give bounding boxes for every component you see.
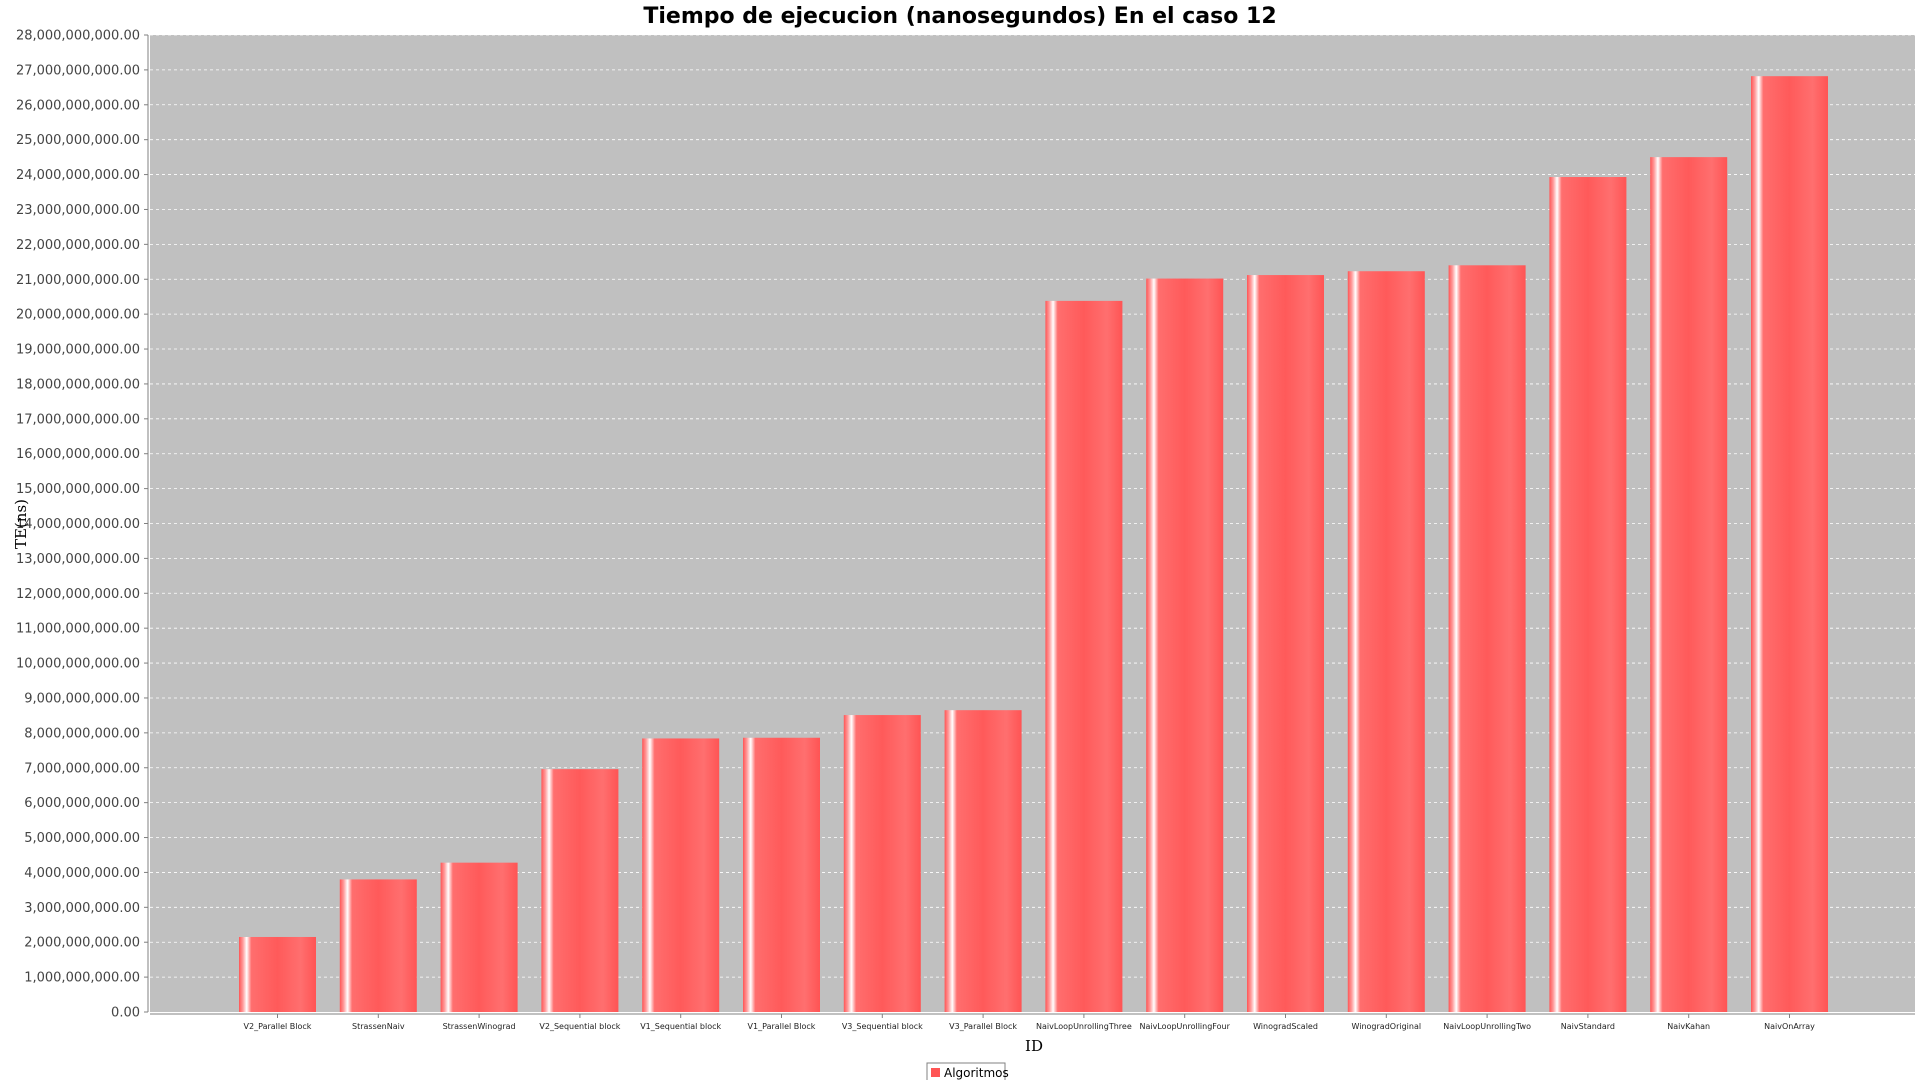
x-tick-label: NaivStandard bbox=[1561, 1022, 1615, 1031]
y-tick-label: 4,000,000,000.00 bbox=[24, 866, 140, 881]
bar bbox=[1448, 265, 1526, 1012]
x-axis-ticks: V2_Parallel Block StrassenNaiv StrassenWin… bbox=[244, 1014, 1815, 1031]
bar bbox=[843, 715, 921, 1012]
y-tick-label: 25,000,000,000.00 bbox=[16, 133, 140, 148]
y-tick-label: 15,000,000,000.00 bbox=[16, 482, 140, 497]
bar bbox=[1146, 278, 1224, 1013]
y-tick-label: 9,000,000,000.00 bbox=[24, 691, 140, 706]
y-tick-label: 8,000,000,000.00 bbox=[24, 726, 140, 741]
y-tick-label: 22,000,000,000.00 bbox=[16, 238, 140, 253]
bars bbox=[239, 76, 1828, 1013]
bar bbox=[1549, 177, 1627, 1013]
x-axis-label: ID bbox=[1025, 1037, 1043, 1055]
x-tick-label: NaivLoopUnrollingFour bbox=[1140, 1022, 1231, 1031]
bar bbox=[944, 710, 1022, 1012]
x-tick-label: NaivKahan bbox=[1667, 1022, 1710, 1031]
y-tick-label: 17,000,000,000.00 bbox=[16, 412, 140, 427]
legend-swatch bbox=[931, 1068, 940, 1077]
y-tick-label: 20,000,000,000.00 bbox=[16, 308, 140, 323]
y-axis-label: TE(ns) bbox=[12, 499, 30, 549]
x-tick-label: NaivOnArray bbox=[1764, 1022, 1815, 1031]
x-tick-label: WinogradOriginal bbox=[1352, 1022, 1422, 1031]
x-tick-label: StrassenWinograd bbox=[443, 1022, 516, 1031]
x-tick-label: V1_Sequential block bbox=[640, 1022, 721, 1031]
bar bbox=[541, 769, 619, 1012]
y-tick-label: 6,000,000,000.00 bbox=[24, 796, 140, 811]
y-tick-label: 10,000,000,000.00 bbox=[16, 657, 140, 672]
x-tick-label: V1_Parallel Block bbox=[748, 1022, 816, 1031]
y-axis-ticks: 0.00 1,000,000,000.00 2,000,000,000.00 3,00… bbox=[16, 29, 148, 1021]
y-tick-label: 0.00 bbox=[111, 1006, 140, 1021]
bar bbox=[1045, 300, 1123, 1013]
y-tick-label: 11,000,000,000.00 bbox=[16, 622, 140, 637]
bar bbox=[1347, 271, 1425, 1013]
y-tick-label: 21,000,000,000.00 bbox=[16, 273, 140, 288]
y-tick-label: 5,000,000,000.00 bbox=[24, 831, 140, 846]
bar bbox=[1650, 157, 1728, 1012]
chart-title: Tiempo de ejecucion (nanosegundos) En el… bbox=[643, 4, 1276, 29]
bar bbox=[642, 738, 720, 1012]
y-tick-label: 19,000,000,000.00 bbox=[16, 343, 140, 358]
y-tick-label: 18,000,000,000.00 bbox=[16, 377, 140, 392]
bar bbox=[440, 862, 518, 1012]
legend: Algoritmos bbox=[926, 1062, 1009, 1080]
y-tick-label: 28,000,000,000.00 bbox=[16, 29, 140, 44]
y-tick-label: 16,000,000,000.00 bbox=[16, 447, 140, 462]
x-tick-label: NaivLoopUnrollingTwo bbox=[1443, 1022, 1531, 1031]
x-tick-label: V2_Sequential block bbox=[539, 1022, 620, 1031]
x-tick-label: V3_Parallel Block bbox=[949, 1022, 1017, 1031]
y-tick-label: 26,000,000,000.00 bbox=[16, 98, 140, 113]
x-tick-label: WinogradScaled bbox=[1253, 1022, 1318, 1031]
y-tick-label: 13,000,000,000.00 bbox=[16, 552, 140, 567]
x-tick-label: V2_Parallel Block bbox=[244, 1022, 312, 1031]
bar bbox=[239, 936, 316, 1012]
bar bbox=[339, 879, 417, 1012]
y-tick-label: 2,000,000,000.00 bbox=[24, 936, 140, 951]
x-tick-label: StrassenNaiv bbox=[352, 1022, 405, 1031]
bar bbox=[743, 737, 820, 1012]
y-tick-label: 1,000,000,000.00 bbox=[24, 971, 140, 986]
bar bbox=[1247, 275, 1324, 1012]
x-tick-label: V3_Sequential block bbox=[842, 1022, 923, 1031]
y-tick-label: 12,000,000,000.00 bbox=[16, 587, 140, 602]
legend-label: Algoritmos bbox=[944, 1066, 1009, 1080]
y-tick-label: 3,000,000,000.00 bbox=[24, 901, 140, 916]
y-tick-label: 7,000,000,000.00 bbox=[24, 761, 140, 776]
y-tick-label: 23,000,000,000.00 bbox=[16, 203, 140, 218]
bar bbox=[1751, 76, 1828, 1012]
legend-box bbox=[926, 1062, 1006, 1080]
y-tick-label: 24,000,000,000.00 bbox=[16, 168, 140, 183]
y-tick-label: 27,000,000,000.00 bbox=[16, 63, 140, 78]
x-tick-label: NaivLoopUnrollingThree bbox=[1036, 1022, 1132, 1031]
y-tick-label: 14,000,000,000.00 bbox=[16, 517, 140, 532]
